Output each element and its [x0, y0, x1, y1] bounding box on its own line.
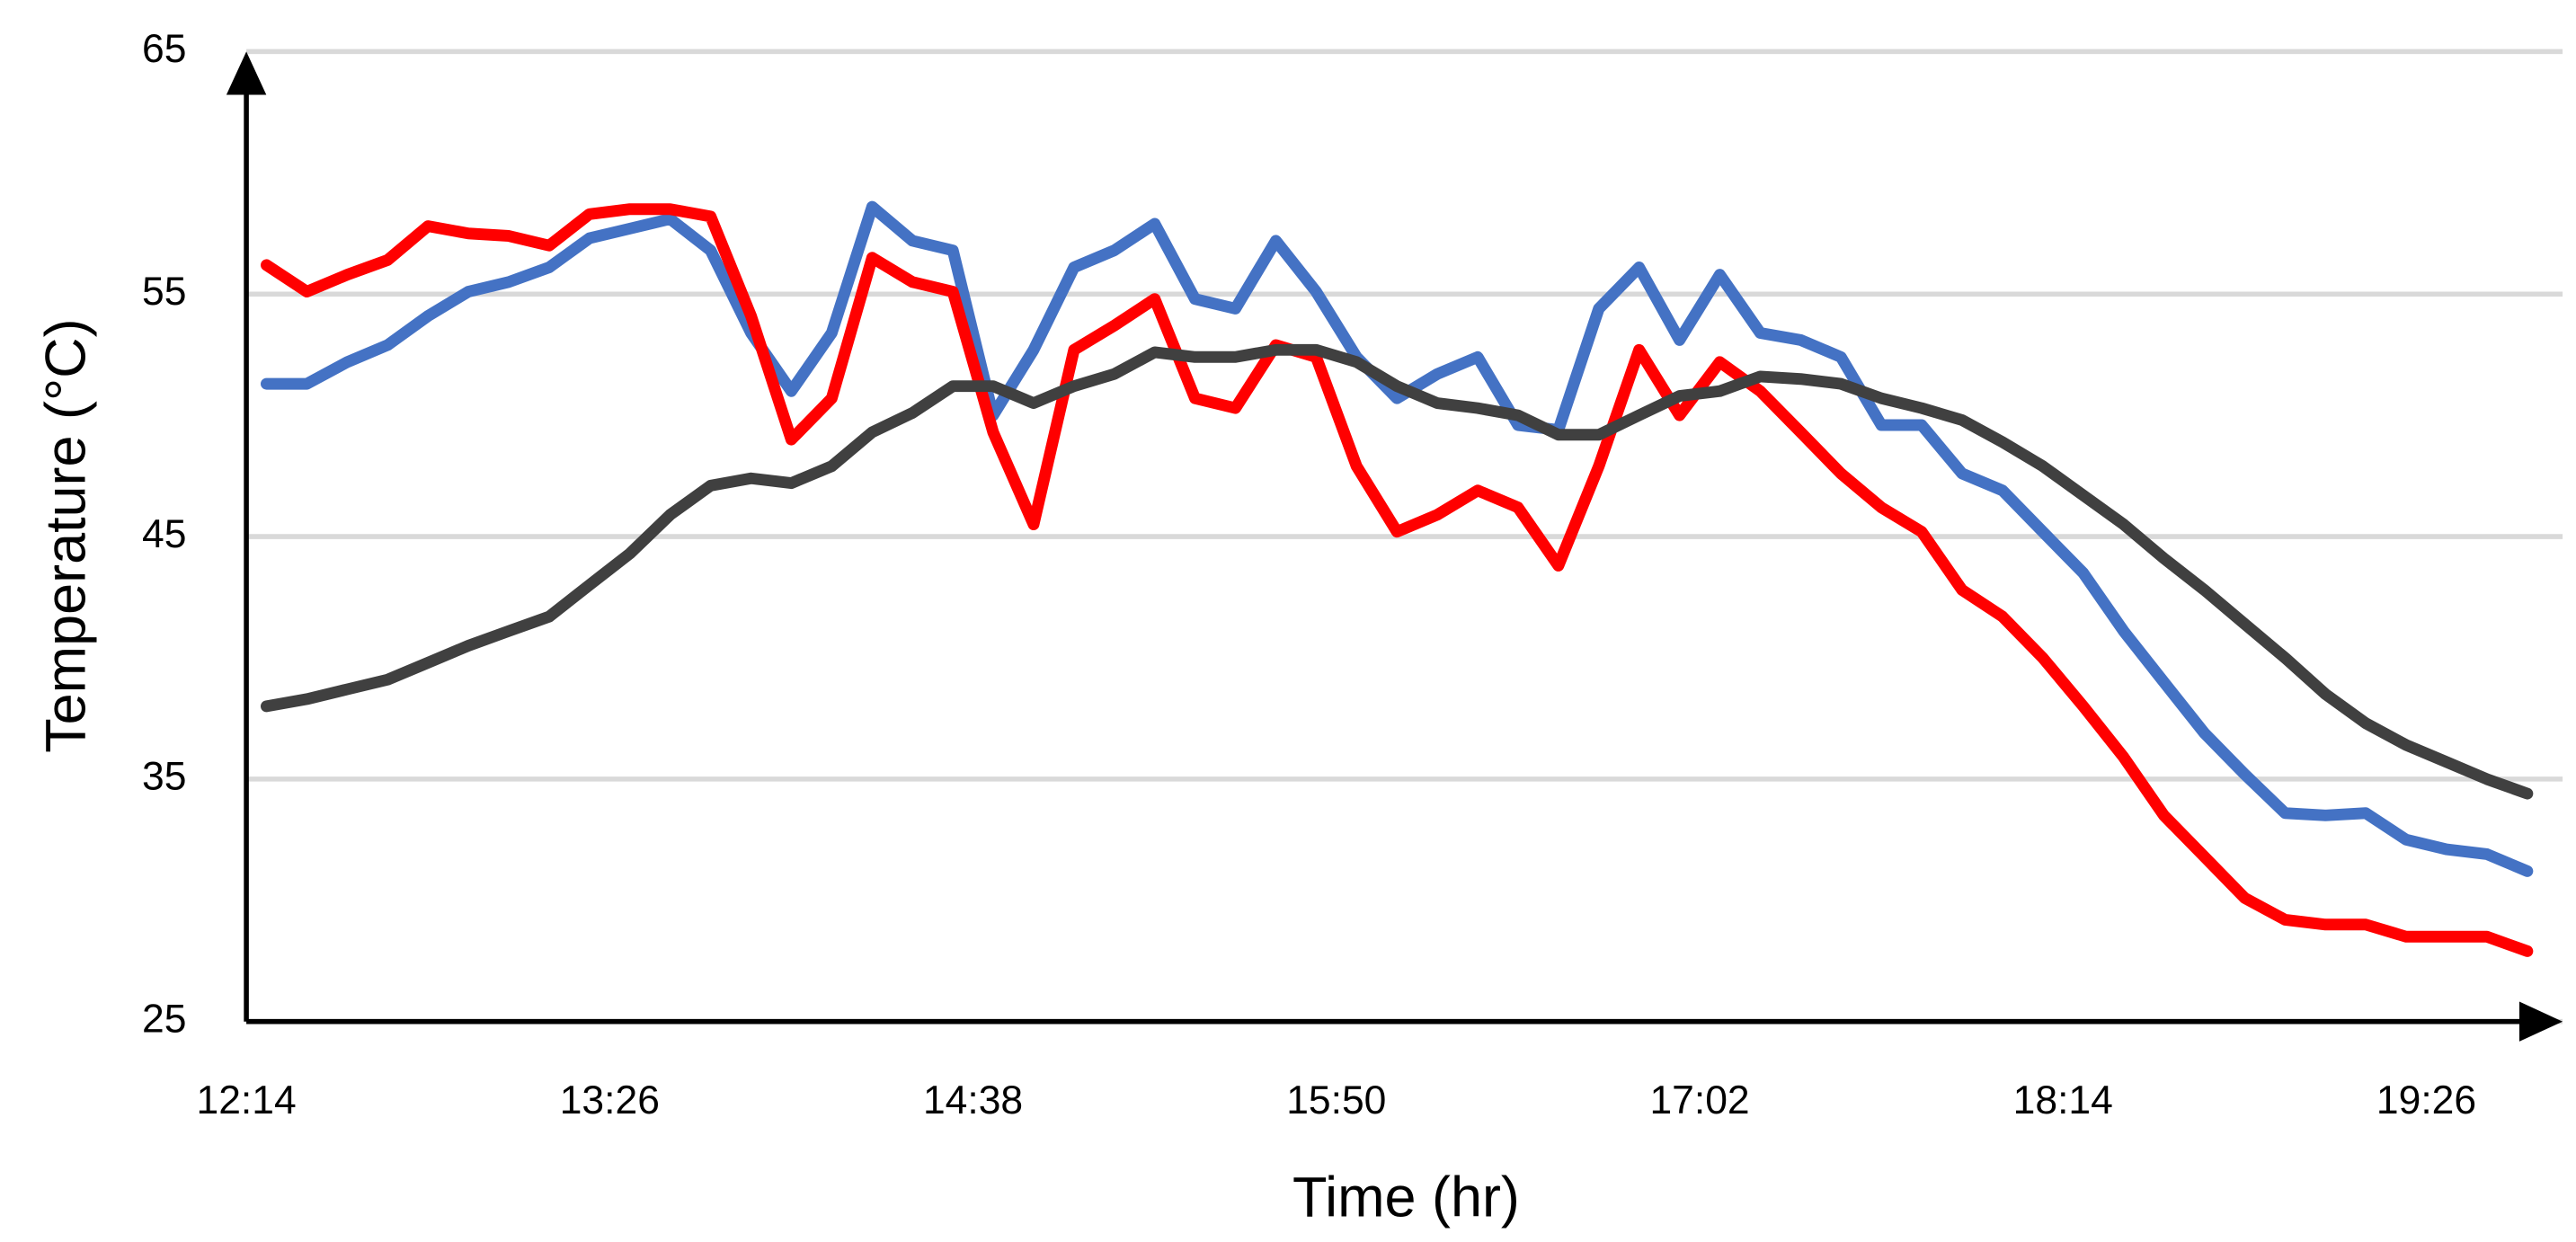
x-tick-label: 19:26: [2376, 1078, 2476, 1122]
series-line: [261, 343, 2534, 800]
series-line: [261, 200, 2534, 877]
y-tick-label: 45: [142, 512, 186, 556]
x-tick-label: 15:50: [1286, 1078, 1386, 1122]
y-axis-arrow: [226, 51, 267, 95]
x-tick-label: 17:02: [1649, 1078, 1749, 1122]
y-tick-label: 35: [142, 755, 186, 799]
series-line: [261, 203, 2534, 957]
y-axis-title: Temperature (°C): [34, 318, 97, 752]
y-tick-label: 55: [142, 270, 186, 314]
y-tick-label: 65: [142, 27, 186, 71]
x-axis-title: Time (hr): [1292, 1166, 1520, 1229]
x-axis-arrow: [2518, 1001, 2563, 1042]
x-tick-label: 18:14: [2013, 1078, 2113, 1122]
x-tick-label: 13:26: [560, 1078, 660, 1122]
x-tick-label: 12:14: [196, 1078, 296, 1122]
y-tick-label: 25: [142, 997, 186, 1041]
x-tick-label: 14:38: [923, 1078, 1023, 1122]
